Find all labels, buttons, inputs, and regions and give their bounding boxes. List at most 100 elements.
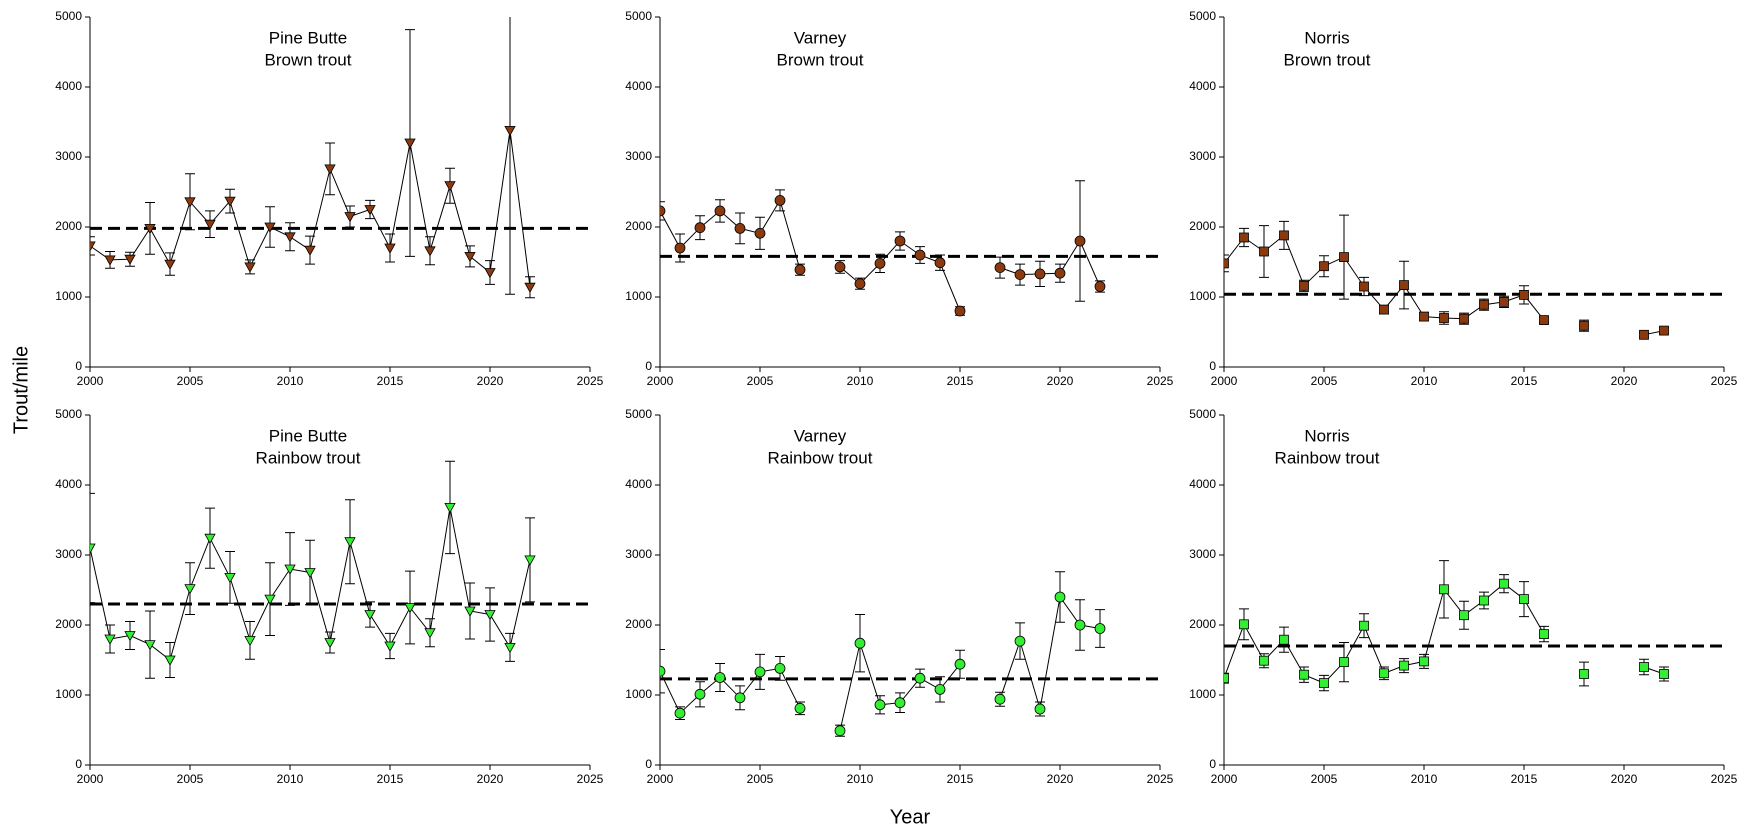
marker (424, 246, 436, 257)
x-tick-label: 2025 (577, 374, 604, 388)
x-tick-label: 2000 (1211, 772, 1238, 786)
marker (524, 555, 536, 566)
marker (90, 241, 96, 252)
x-tick-label: 2015 (377, 374, 404, 388)
plot-area (660, 571, 1160, 737)
y-tick-label: 2000 (1189, 617, 1216, 631)
marker (794, 264, 806, 276)
marker (660, 665, 666, 677)
marker (1339, 657, 1349, 667)
marker (404, 138, 416, 149)
marker (1034, 268, 1046, 280)
x-tick-label: 2015 (377, 772, 404, 786)
marker (384, 641, 396, 652)
chart-title: Brown trout (265, 50, 352, 69)
marker (504, 643, 516, 654)
y-tick-label: 4000 (625, 79, 652, 93)
y-tick-label: 0 (645, 359, 652, 373)
marker (1419, 311, 1429, 322)
marker (144, 224, 156, 235)
marker (934, 257, 946, 269)
y-tick-label: 5000 (1189, 407, 1216, 421)
y-tick-label: 3000 (1189, 547, 1216, 561)
marker (1074, 235, 1086, 247)
marker (1034, 703, 1046, 715)
marker (1499, 296, 1509, 307)
plot-area (660, 180, 1160, 317)
marker (734, 692, 746, 704)
y-tick-label: 1000 (55, 687, 82, 701)
x-tick-label: 2025 (1147, 374, 1174, 388)
y-tick-label: 2000 (1189, 219, 1216, 233)
y-tick-label: 3000 (625, 547, 652, 561)
y-tick-label: 5000 (625, 9, 652, 23)
x-tick-label: 2015 (947, 772, 974, 786)
marker (1339, 252, 1349, 263)
x-tick-label: 2015 (947, 374, 974, 388)
marker (1459, 313, 1469, 324)
marker (1579, 669, 1589, 679)
x-tick-label: 2010 (847, 772, 874, 786)
x-tick-label: 2025 (1147, 772, 1174, 786)
x-tick-label: 2005 (747, 772, 774, 786)
marker (484, 610, 496, 621)
marker (1439, 584, 1449, 595)
marker (1639, 662, 1649, 672)
marker (1379, 668, 1389, 679)
marker (1379, 304, 1389, 315)
marker (304, 245, 316, 256)
marker (674, 707, 686, 719)
y-tick-label: 4000 (55, 79, 82, 93)
marker (694, 688, 706, 700)
x-tick-label: 2010 (1411, 772, 1438, 786)
marker (164, 259, 176, 270)
plot-area (90, 460, 590, 679)
y-tick-label: 4000 (55, 477, 82, 491)
x-tick-label: 2010 (1411, 374, 1438, 388)
marker (1659, 669, 1669, 679)
y-tick-label: 3000 (55, 149, 82, 163)
marker (204, 533, 216, 545)
y-tick-label: 4000 (1189, 79, 1216, 93)
x-axis-label: Year (890, 806, 931, 828)
y-tick-label: 5000 (1189, 9, 1216, 23)
chart-title: Rainbow trout (768, 448, 873, 467)
plot-area (1224, 560, 1724, 692)
y-tick-label: 0 (75, 757, 82, 771)
y-tick-label: 4000 (1189, 477, 1216, 491)
x-tick-label: 2005 (177, 374, 204, 388)
plot-area (1224, 214, 1724, 340)
x-tick-label: 2000 (77, 772, 104, 786)
marker (854, 278, 866, 290)
marker (90, 543, 96, 554)
y-tick-label: 2000 (55, 617, 82, 631)
marker (1094, 281, 1106, 292)
y-tick-label: 1000 (625, 687, 652, 701)
marker (934, 684, 946, 695)
error-bar (90, 492, 95, 604)
marker (1519, 594, 1529, 604)
marker (144, 640, 156, 651)
x-tick-label: 2000 (647, 374, 674, 388)
marker (1359, 281, 1369, 292)
marker (384, 243, 396, 254)
marker (1639, 329, 1649, 340)
y-tick-label: 5000 (55, 407, 82, 421)
marker (1539, 629, 1549, 639)
marker (954, 658, 966, 670)
marker (464, 606, 476, 617)
marker (1479, 595, 1489, 606)
marker (444, 181, 456, 192)
chart-title: Pine Butte (269, 426, 347, 445)
marker (524, 282, 536, 294)
marker (1539, 315, 1549, 326)
marker (874, 699, 886, 711)
chart-title: Brown trout (1284, 50, 1371, 69)
marker (1319, 261, 1329, 272)
marker (694, 222, 706, 234)
marker (660, 205, 666, 217)
marker (834, 725, 846, 737)
panel: 0 1000 2000 3000 4000 5000 2000 2005 2010 2015 202… (55, 9, 604, 388)
y-tick-label: 0 (75, 359, 82, 373)
panel: 0 1000 2000 3000 4000 5000 2000 2005 2010 2015 202… (1189, 9, 1737, 388)
